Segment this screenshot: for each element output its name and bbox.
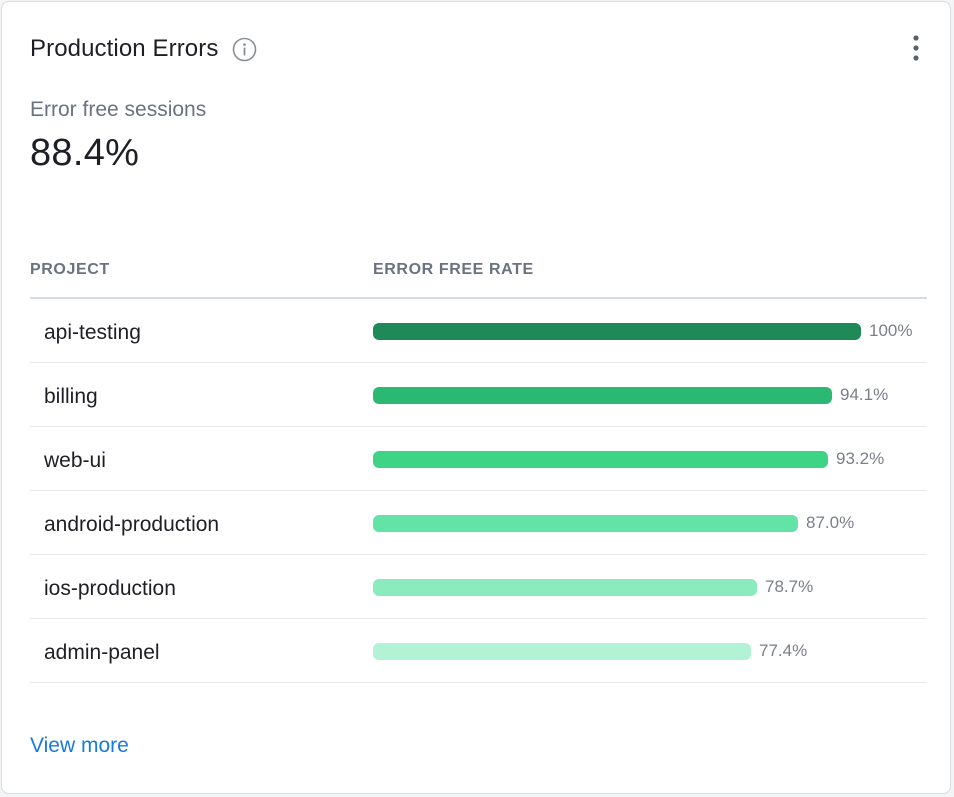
- table-header: PROJECT ERROR FREE RATE: [30, 252, 927, 299]
- rate-bar-track: 87.0%: [373, 513, 861, 532]
- table-body: api-testing 100% billing 94.1% web-ui 93.2% an…: [30, 299, 927, 683]
- table-row[interactable]: api-testing 100%: [30, 299, 927, 363]
- card-title: Production Errors: [30, 35, 219, 62]
- rate-bar: [373, 515, 798, 532]
- view-more-link[interactable]: View more: [30, 734, 129, 757]
- rate-value: 100%: [869, 321, 913, 340]
- rate-bar-track: 77.4%: [373, 641, 861, 660]
- table-row[interactable]: admin-panel 77.4%: [30, 619, 927, 683]
- rate-bar: [373, 579, 757, 596]
- metric-value: 88.4%: [30, 132, 140, 174]
- table-row[interactable]: billing 94.1%: [30, 363, 927, 427]
- rate-bar-track: 78.7%: [373, 577, 861, 596]
- rate-bar-track: 100%: [373, 321, 912, 340]
- project-name[interactable]: ios-production: [44, 577, 176, 600]
- rate-bar: [373, 643, 751, 660]
- rate-value: 94.1%: [840, 385, 889, 404]
- rate-value: 78.7%: [765, 577, 814, 596]
- metric-label: Error free sessions: [30, 98, 207, 121]
- rate-value: 93.2%: [836, 449, 885, 468]
- rate-bar-track: 93.2%: [373, 449, 884, 468]
- more-options-icon[interactable]: [910, 34, 922, 64]
- rate-bar: [373, 387, 832, 404]
- table-row[interactable]: android-production 87.0%: [30, 491, 927, 555]
- table-row[interactable]: ios-production 78.7%: [30, 555, 927, 619]
- project-name[interactable]: web-ui: [44, 449, 106, 472]
- project-table: PROJECT ERROR FREE RATE api-testing 100% b…: [30, 252, 927, 683]
- rate-bar: [373, 451, 828, 468]
- rate-bar-track: 94.1%: [373, 385, 888, 404]
- column-header-error-free-rate: ERROR FREE RATE: [373, 261, 534, 278]
- rate-value: 77.4%: [759, 641, 808, 660]
- project-name[interactable]: api-testing: [44, 321, 141, 344]
- column-header-project: PROJECT: [30, 261, 110, 278]
- info-icon[interactable]: [232, 37, 257, 62]
- card-header: Production Errors: [30, 32, 922, 66]
- table-row[interactable]: web-ui 93.2%: [30, 427, 927, 491]
- project-name[interactable]: admin-panel: [44, 641, 160, 664]
- rate-bar: [373, 323, 861, 340]
- project-name[interactable]: android-production: [44, 513, 220, 536]
- rate-value: 87.0%: [806, 513, 855, 532]
- project-name[interactable]: billing: [44, 385, 98, 408]
